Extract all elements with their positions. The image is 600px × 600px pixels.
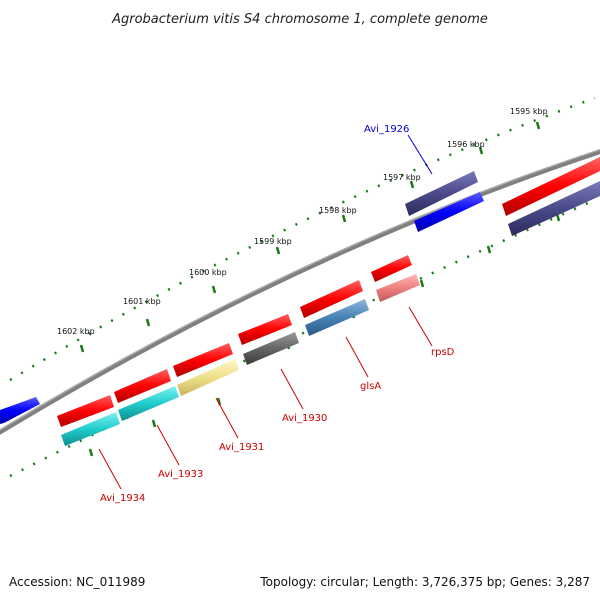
- accession-text: Accession: NC_011989: [9, 575, 145, 589]
- gene-block-avi-1930: [243, 332, 299, 365]
- leader-line-avi-1933: [156, 424, 180, 466]
- tick-label-1597: 1597 kbp: [383, 173, 421, 182]
- gene-block-forward-a: [371, 255, 412, 282]
- gene-block-right-forward: [502, 157, 600, 216]
- leader-line-avi-1934: [98, 448, 122, 490]
- leader-line-avi-1926: [407, 134, 433, 175]
- gene-label-rpsd: rpsD: [431, 347, 455, 358]
- gene-block-left-blue: [0, 397, 40, 424]
- gene-block-right-reverse: [508, 181, 600, 236]
- gene-block-reverse-blue: [414, 192, 484, 232]
- gene-block-avi-1934: [61, 412, 120, 446]
- tick-label-1596: 1596 kbp: [447, 140, 485, 149]
- leader-line-avi-1931: [215, 397, 239, 439]
- tick-label-1595: 1595 kbp: [510, 107, 548, 116]
- gene-label-avi-1934: Avi_1934: [100, 493, 145, 504]
- gene-block-avi-1933: [118, 386, 179, 421]
- leader-line-avi-1930: [280, 368, 304, 410]
- gene-block-avi-1926: [405, 171, 478, 216]
- tick-label-1602: 1602 kbp: [57, 327, 95, 336]
- gene-block-glsa: [305, 299, 369, 336]
- leader-line-glsa: [345, 336, 369, 378]
- gene-label-glsa: glsA: [360, 381, 381, 392]
- gene-label-avi-1930: Avi_1930: [282, 413, 327, 424]
- gene-block-avi-1931: [177, 359, 239, 396]
- genome-backbone-highlight: [0, 149, 600, 431]
- tick-label-1601: 1601 kbp: [123, 297, 161, 306]
- genome-backbone: [0, 149, 600, 435]
- leader-lines: [98, 134, 433, 490]
- gene-label-avi-1933: Avi_1933: [158, 469, 203, 480]
- tick-label-1599: 1599 kbp: [254, 237, 292, 246]
- leader-line-rpsd: [408, 306, 433, 347]
- tick-label-1598: 1598 kbp: [319, 206, 357, 215]
- gene-label-avi-1926: Avi_1926: [364, 124, 409, 135]
- gene-block-forward-d: [173, 343, 233, 377]
- outer-ruler-ticks: [79, 121, 541, 353]
- tick-label-1600: 1600 kbp: [189, 268, 227, 277]
- genome-summary-text: Topology: circular; Length: 3,726,375 bp…: [259, 575, 590, 589]
- outer-ruler-arc: [9, 96, 596, 382]
- gene-block-rpsd: [376, 274, 420, 302]
- inner-ruler-arc: [9, 198, 596, 478]
- map-title: Agrobacterium vitis S4 chromosome 1, com…: [111, 12, 488, 27]
- gene-block-forward-c: [238, 314, 292, 345]
- gene-label-avi-1931: Avi_1931: [219, 442, 264, 453]
- gene-block-forward-e: [114, 369, 171, 403]
- gene-block-forward-f: [57, 395, 114, 427]
- gene-block-forward-b: [300, 280, 363, 318]
